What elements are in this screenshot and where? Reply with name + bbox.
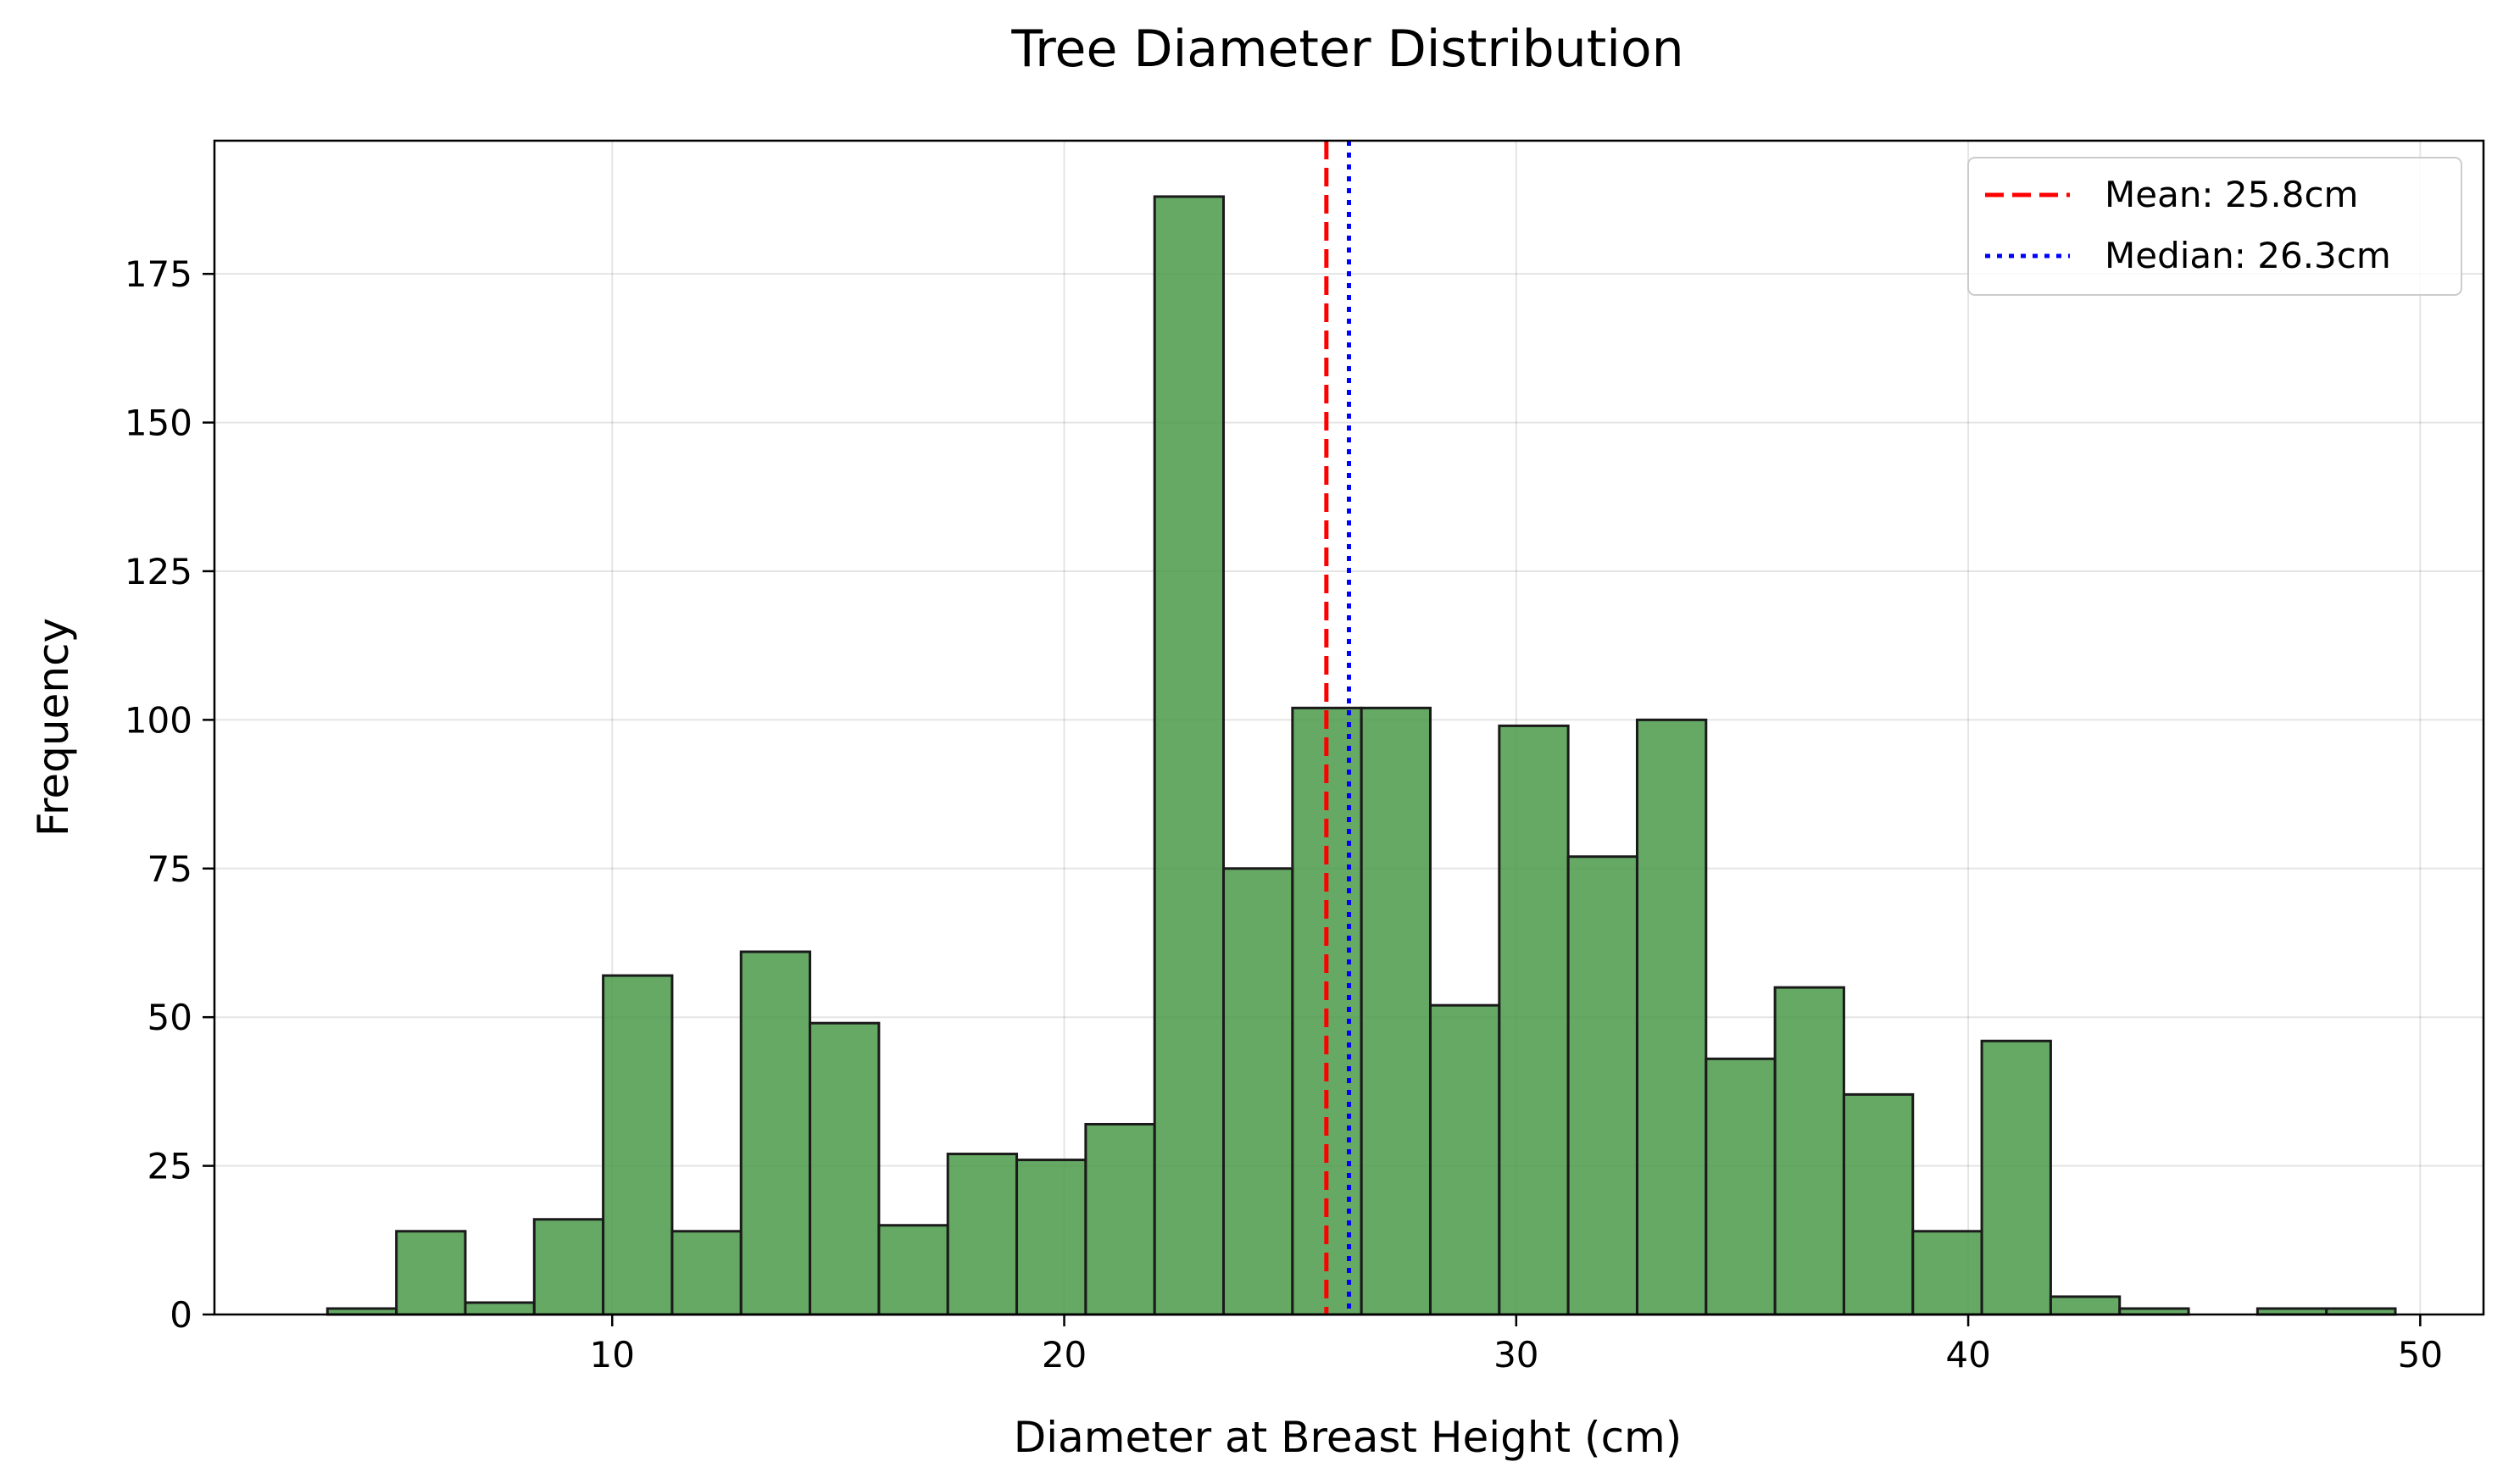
y-tick-label: 50 [147, 997, 192, 1038]
x-axis-ticks: 10 20 30 40 50 [590, 1314, 2443, 1376]
histogram-bar [1566, 855, 1638, 1316]
histogram-bar [1635, 718, 1708, 1316]
reference-lines [1324, 141, 1351, 1314]
histogram-bar [1222, 867, 1294, 1316]
histogram-bar [1428, 1003, 1501, 1316]
chart-title: Tree Diameter Distribution [1010, 19, 1683, 79]
x-tick-label: 40 [1945, 1334, 1990, 1376]
x-tick-label: 30 [1493, 1334, 1538, 1376]
legend-median-label: Median: 26.3cm [2105, 235, 2391, 276]
histogram-bar [1015, 1159, 1087, 1316]
y-tick-label: 75 [147, 848, 192, 890]
histogram-bar [1911, 1230, 1983, 1316]
y-tick-label: 0 [170, 1294, 192, 1336]
histogram-bar [395, 1230, 467, 1316]
x-axis-label: Diameter at Breast Height (cm) [1014, 1413, 1683, 1462]
x-tick-label: 50 [2398, 1334, 2443, 1376]
y-axis-label: Frequency [29, 618, 78, 836]
x-tick-label: 10 [590, 1334, 635, 1376]
legend-box [1967, 157, 2462, 296]
histogram-bar [670, 1230, 743, 1316]
x-tick-label: 20 [1042, 1334, 1087, 1376]
histogram-bar [1773, 986, 1845, 1316]
histogram-bar [739, 950, 812, 1316]
histogram-bar [464, 1301, 536, 1316]
histogram-bar [809, 1021, 881, 1316]
histogram-bar [602, 974, 674, 1316]
histogram-bar [1705, 1057, 1777, 1316]
y-tick-label: 125 [125, 551, 192, 592]
histogram-bar [1980, 1039, 2052, 1316]
histogram-bar [1084, 1122, 1156, 1316]
histogram-bar [1153, 195, 1226, 1316]
y-tick-label: 150 [125, 403, 192, 444]
histogram-bars [325, 195, 2397, 1316]
histogram-bar [1842, 1092, 1915, 1316]
y-tick-label: 100 [125, 699, 192, 741]
y-tick-label: 175 [125, 253, 192, 295]
y-tick-label: 25 [147, 1146, 192, 1187]
histogram-bar [877, 1224, 949, 1316]
y-axis-ticks: 0 25 50 75 100 125 150 175 [125, 253, 214, 1336]
plot-frame [213, 139, 2485, 1316]
histogram-bar [532, 1218, 605, 1316]
legend: Mean: 25.8cm Median: 26.3cm [1967, 157, 2462, 296]
histogram-bar [1360, 706, 1432, 1316]
legend-mean-label: Mean: 25.8cm [2105, 174, 2358, 215]
histogram-bar [2049, 1295, 2122, 1316]
histogram-bar [1498, 724, 1570, 1316]
histogram-bar [946, 1153, 1019, 1316]
